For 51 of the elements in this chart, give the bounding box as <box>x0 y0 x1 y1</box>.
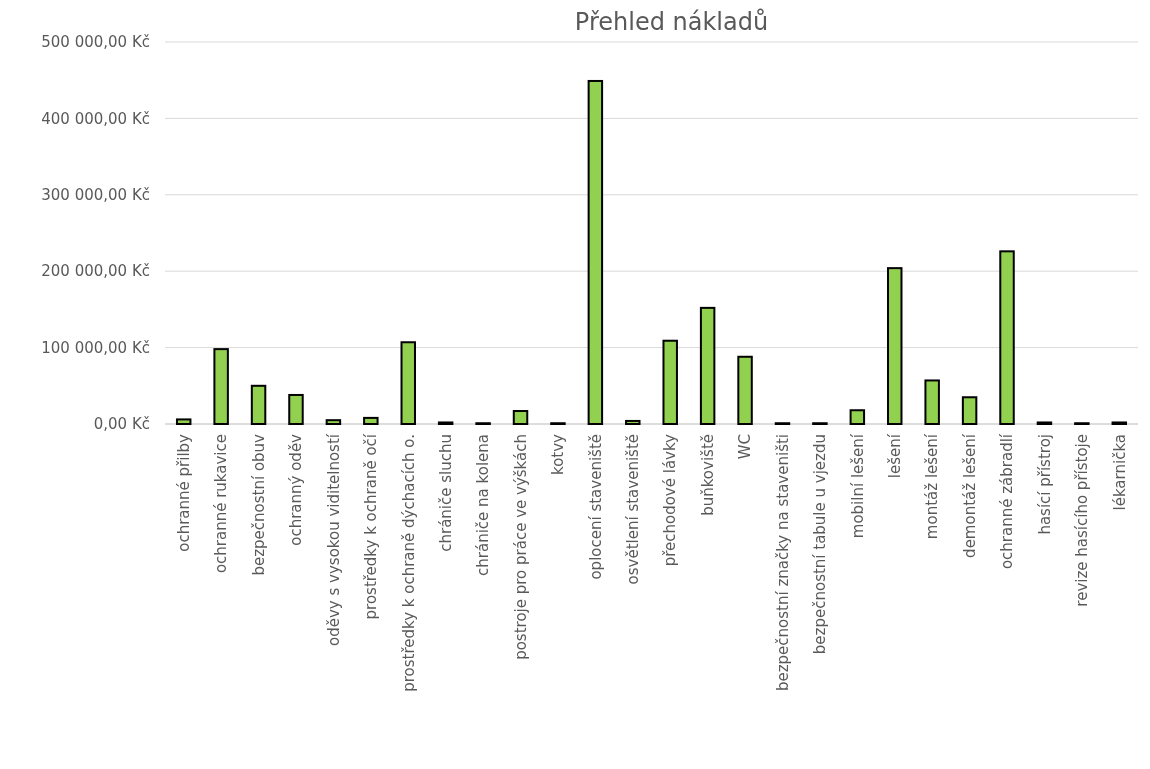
chart-title: Přehled nákladů <box>574 8 769 36</box>
x-tick-label: chrániče na kolena <box>474 434 493 576</box>
bar <box>363 416 379 425</box>
x-tick-label: osvětlení staveniště <box>624 434 643 585</box>
x-tick-label: lékarnička <box>1110 434 1129 511</box>
x-tick-label: chrániče sluchu <box>436 434 455 552</box>
x-tick-label: prostředky k ochraně dýchacích o. <box>399 434 418 692</box>
x-tick-label: oděvy s vysokou viditelností <box>324 433 343 646</box>
x-tick-label: WC <box>736 434 755 460</box>
bar <box>288 393 304 425</box>
x-tick-label: ochranné přilby <box>174 433 193 552</box>
x-tick-label: bezpečnostní tabule u vjezdu <box>811 434 830 655</box>
y-tick-label: 500 000,00 Kč <box>41 33 150 52</box>
bar <box>250 384 267 425</box>
bar <box>737 355 753 425</box>
y-tick-label: 100 000,00 Kč <box>41 338 150 357</box>
x-tick-label: hasící přístroj <box>1035 434 1054 535</box>
bar <box>961 396 978 425</box>
bar <box>699 306 716 425</box>
bar <box>625 419 641 425</box>
y-tick-label: 0,00 Kč <box>93 415 150 434</box>
x-tick-label: přechodové lávky <box>661 433 680 567</box>
bar <box>849 409 866 425</box>
y-tick-label: 300 000,00 Kč <box>41 186 150 205</box>
x-tick-label: bezpečnostní značky na staveništi <box>773 434 792 692</box>
x-tick-label: ochranné rukavice <box>212 434 231 574</box>
bar <box>587 79 604 425</box>
x-tick-label: ochranný oděv <box>287 433 306 546</box>
bar <box>887 267 903 425</box>
x-tick-label: buňkoviště <box>698 434 717 516</box>
bar <box>175 418 192 425</box>
x-tick-label: postroje pro práce ve výškách <box>511 434 530 660</box>
x-tick-label: prostředky k ochraně očí <box>362 433 381 620</box>
x-tick-label: demontáž lešení <box>960 433 979 558</box>
y-tick-label: 400 000,00 Kč <box>41 109 150 128</box>
bar <box>325 419 342 425</box>
x-tick-label: revize hasícího přístoje <box>1073 434 1092 607</box>
x-tick-label: kotvy <box>549 433 568 475</box>
bar <box>999 250 1015 425</box>
bar <box>400 341 416 425</box>
x-tick-label: montáž lešení <box>923 433 942 540</box>
x-tick-label: mobilní lešení <box>848 433 867 539</box>
bar <box>662 339 678 425</box>
x-tick-label: bezpečnostní obuv <box>249 433 268 576</box>
x-tick-label: oplocení staveniště <box>586 434 605 580</box>
x-tick-label: ochranné zábradlí <box>998 433 1017 570</box>
y-tick-label: 200 000,00 Kč <box>41 262 150 281</box>
bar <box>924 379 940 425</box>
bar <box>213 348 229 425</box>
bar <box>512 410 529 425</box>
x-tick-label: lešení <box>886 433 904 479</box>
